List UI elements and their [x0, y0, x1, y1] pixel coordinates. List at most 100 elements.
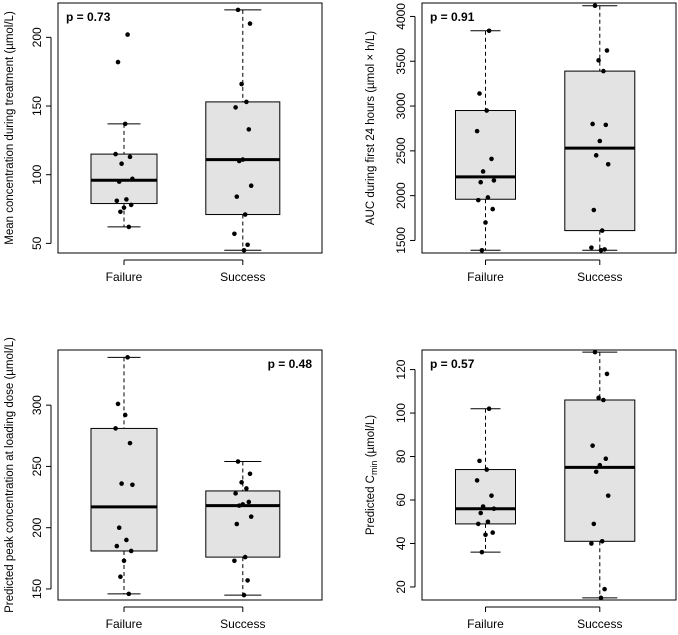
data-point: [113, 151, 118, 157]
data-point: [591, 521, 597, 527]
data-point: [602, 247, 607, 252]
data-point: [597, 138, 603, 144]
data-point: [246, 499, 252, 505]
data-point: [245, 242, 250, 248]
data-point: [241, 247, 247, 253]
data-point: [485, 519, 491, 525]
data-point: [114, 543, 120, 549]
data-point: [232, 231, 237, 237]
data-point: [122, 121, 128, 127]
data-point: [602, 586, 607, 592]
data-point: [590, 121, 595, 127]
y-tick-label: 120: [394, 359, 408, 379]
data-point: [477, 458, 482, 464]
data-point: [479, 248, 485, 253]
data-point: [122, 412, 128, 418]
x-tick-label-success: Success: [220, 617, 265, 630]
data-point: [247, 21, 253, 26]
data-point: [596, 58, 601, 63]
data-point: [489, 493, 494, 498]
data-point: [116, 179, 122, 184]
data-point: [240, 157, 246, 162]
data-point: [242, 212, 248, 217]
data-point: [605, 493, 611, 498]
data-point: [118, 574, 123, 580]
x-tick-label-success: Success: [577, 617, 622, 630]
y-tick-label: 300: [30, 395, 44, 415]
y-tick-label: 200: [30, 517, 44, 537]
data-point: [127, 440, 133, 446]
data-point: [601, 68, 606, 74]
x-tick-label-failure: Failure: [467, 270, 504, 284]
y-tick-label: 3000: [394, 92, 408, 119]
data-point: [235, 7, 241, 13]
y-tick-label: 2500: [394, 137, 408, 164]
data-point: [490, 206, 496, 212]
data-point: [113, 426, 118, 431]
data-point: [125, 32, 130, 37]
data-point: [596, 395, 601, 401]
y-axis-title-subscript: min: [369, 461, 379, 476]
data-point: [241, 592, 247, 598]
data-point: [486, 406, 492, 411]
data-point: [478, 179, 484, 185]
plot-frame: [421, 349, 677, 601]
chart-panel-1: 50 100 150 200 Failure Success Mean concentrat…: [4, 2, 323, 284]
data-point: [591, 207, 597, 213]
data-point: [474, 128, 480, 134]
box-success: [564, 70, 636, 232]
data-point: [486, 28, 492, 34]
data-point: [121, 205, 127, 210]
data-point: [491, 506, 497, 511]
y-tick-label: 4000: [394, 3, 408, 30]
p-value-annotation: p = 0.73: [66, 10, 111, 24]
data-point: [476, 521, 481, 527]
data-point: [592, 349, 598, 355]
data-point: [476, 197, 481, 203]
data-point: [483, 532, 488, 538]
data-point: [474, 478, 480, 483]
data-point: [592, 3, 598, 8]
y-tick-label: 50: [30, 236, 44, 250]
data-point: [485, 195, 491, 200]
y-tick-label: 2000: [394, 182, 408, 209]
data-point: [240, 502, 246, 507]
box-success: [205, 490, 281, 558]
data-point: [245, 578, 250, 583]
data-point: [599, 539, 605, 544]
data-point: [484, 108, 490, 113]
y-tick-label: 1500: [394, 227, 408, 254]
y-tick-label: 250: [30, 456, 44, 476]
data-point: [244, 486, 249, 491]
data-point: [121, 558, 127, 564]
data-point: [233, 105, 238, 110]
y-tick-label: 200: [30, 27, 44, 47]
data-point: [118, 209, 123, 215]
plot-frame: [57, 349, 323, 601]
data-point: [479, 549, 485, 555]
data-point: [477, 91, 482, 96]
data-point: [128, 202, 134, 208]
y-tick-label: 3500: [394, 48, 408, 75]
y-tick-label: 40: [394, 536, 408, 550]
y-tick-label: 80: [394, 450, 408, 464]
data-point: [248, 183, 254, 188]
data-point: [239, 81, 244, 87]
data-point: [593, 469, 599, 475]
data-point: [593, 153, 599, 158]
chart-panel-3: 150 200 250 300 Failure Success Predicted peak…: [4, 337, 323, 631]
p-value-annotation: p = 0.57: [430, 357, 475, 371]
y-axis-title-part: (µmol/L): [365, 415, 377, 461]
data-point: [130, 176, 135, 182]
data-point: [236, 158, 242, 164]
data-point: [248, 514, 254, 519]
data-point: [126, 224, 132, 230]
x-tick-label-success: Success: [220, 270, 265, 284]
data-point: [603, 456, 609, 461]
data-point: [490, 530, 496, 535]
data-point: [598, 595, 604, 601]
data-point: [234, 521, 240, 527]
plot-frame: [57, 2, 323, 254]
